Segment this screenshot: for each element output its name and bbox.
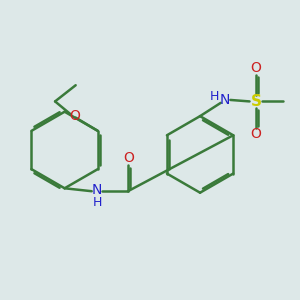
Text: O: O <box>123 151 134 165</box>
Text: N: N <box>92 183 102 197</box>
Text: O: O <box>250 128 261 141</box>
Text: H: H <box>92 196 102 209</box>
Text: N: N <box>220 93 230 107</box>
Text: H: H <box>210 90 220 103</box>
Text: O: O <box>69 109 80 123</box>
Text: S: S <box>250 94 262 109</box>
Text: O: O <box>250 61 261 75</box>
